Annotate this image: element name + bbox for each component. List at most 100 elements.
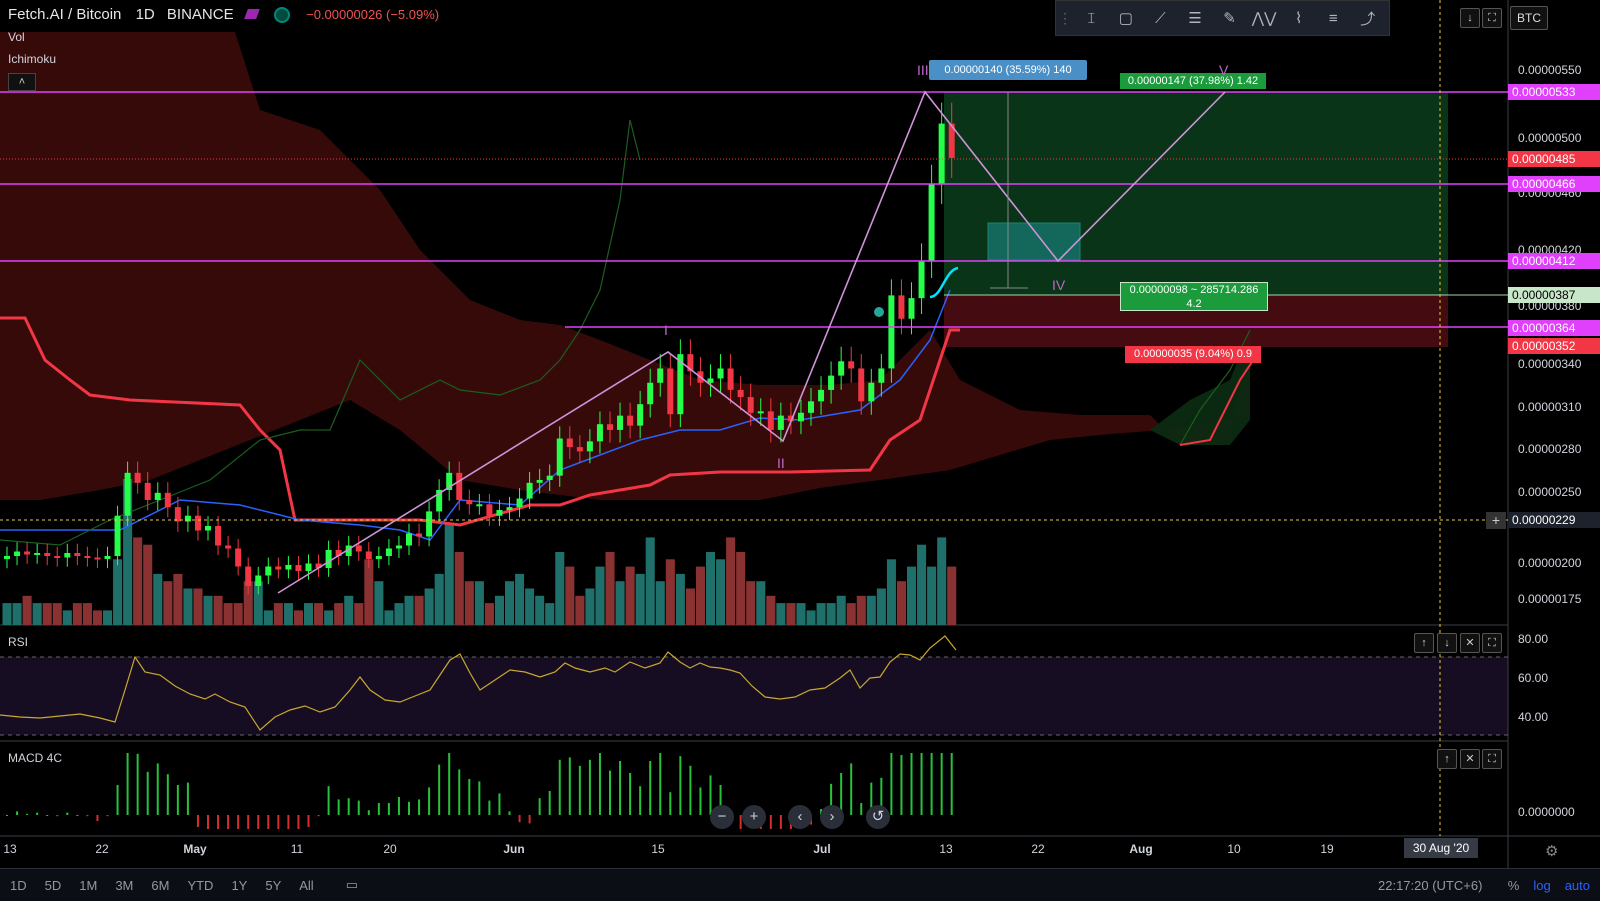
- candle[interactable]: [838, 361, 845, 376]
- trend-line-icon[interactable]: ⟋: [1155, 9, 1166, 27]
- percent-toggle[interactable]: %: [1507, 877, 1520, 893]
- range-5d[interactable]: 5D: [44, 877, 62, 893]
- candle[interactable]: [486, 504, 493, 516]
- close-icon[interactable]: ✕: [1460, 749, 1480, 769]
- candle[interactable]: [4, 556, 10, 560]
- candle[interactable]: [456, 472, 463, 500]
- candle[interactable]: [767, 411, 774, 430]
- candle[interactable]: [757, 411, 764, 414]
- candle[interactable]: [164, 492, 171, 508]
- candle[interactable]: [184, 515, 191, 522]
- candle[interactable]: [506, 507, 513, 510]
- candle[interactable]: [395, 545, 402, 549]
- candle[interactable]: [707, 378, 714, 383]
- candle[interactable]: [24, 551, 31, 555]
- price-label-level[interactable]: 0.00000412: [1508, 253, 1600, 269]
- candle[interactable]: [275, 566, 282, 570]
- candle[interactable]: [717, 368, 724, 379]
- candle[interactable]: [928, 184, 935, 261]
- candle[interactable]: [285, 565, 292, 570]
- drawing-toolbar[interactable]: ⋮ 𝙸 ▢ ⟋ ☰ ✎ ⋀⋁ ⌇ ≡ ⤴: [1055, 0, 1390, 36]
- candle[interactable]: [596, 424, 603, 442]
- candle[interactable]: [345, 545, 352, 557]
- candle[interactable]: [808, 401, 814, 413]
- candle[interactable]: [325, 550, 332, 568]
- flag-icon[interactable]: [243, 9, 260, 19]
- candle[interactable]: [868, 382, 875, 402]
- candle[interactable]: [878, 368, 885, 383]
- candle[interactable]: [657, 368, 664, 383]
- alarm-icon[interactable]: [874, 307, 884, 317]
- candle[interactable]: [245, 566, 252, 587]
- range-5y[interactable]: 5Y: [265, 877, 282, 893]
- scroll-left-button[interactable]: ‹: [788, 805, 812, 829]
- candle[interactable]: [14, 551, 21, 557]
- candle[interactable]: [476, 504, 483, 507]
- interval[interactable]: 1D: [135, 6, 155, 23]
- candle[interactable]: [687, 354, 694, 372]
- candle[interactable]: [74, 553, 81, 556]
- range-ytd[interactable]: YTD: [187, 877, 214, 893]
- range-3m[interactable]: 3M: [115, 877, 134, 893]
- candle[interactable]: [667, 368, 674, 415]
- rectangle-icon[interactable]: ▢: [1118, 10, 1133, 27]
- candle[interactable]: [617, 415, 624, 430]
- candle[interactable]: [436, 489, 443, 512]
- rsi-label[interactable]: RSI: [8, 635, 29, 649]
- candle[interactable]: [44, 553, 51, 556]
- candle[interactable]: [496, 509, 503, 516]
- candle[interactable]: [647, 382, 654, 405]
- candle[interactable]: [265, 566, 272, 576]
- candle[interactable]: [215, 526, 222, 546]
- scroll-right-button[interactable]: ›: [820, 805, 844, 829]
- download-icon[interactable]: ↓: [1460, 8, 1480, 28]
- candle[interactable]: [255, 575, 262, 587]
- date-range-icon[interactable]: ▭: [345, 877, 358, 892]
- candle[interactable]: [205, 526, 211, 531]
- vol-label[interactable]: Vol: [8, 30, 25, 44]
- range-6m[interactable]: 6M: [151, 877, 170, 893]
- macd-label[interactable]: MACD 4C: [8, 751, 63, 765]
- zoom-in-button[interactable]: +: [742, 805, 766, 829]
- range-all[interactable]: All: [299, 877, 314, 893]
- close-icon[interactable]: ✕: [1460, 633, 1480, 653]
- candle[interactable]: [787, 415, 794, 422]
- candle[interactable]: [526, 482, 533, 499]
- elliott-wave-icon[interactable]: ⌇: [1294, 10, 1303, 27]
- candle[interactable]: [34, 553, 41, 555]
- fib-icon[interactable]: ☰: [1188, 10, 1202, 27]
- target-label[interactable]: 0.00000147 (37.98%) 1.42: [1120, 73, 1266, 89]
- candle[interactable]: [818, 389, 825, 402]
- candle[interactable]: [466, 499, 473, 505]
- candle[interactable]: [335, 550, 342, 556]
- candle[interactable]: [154, 492, 161, 500]
- price-label-level[interactable]: 0.00000364: [1508, 320, 1600, 336]
- candle[interactable]: [124, 472, 131, 516]
- move-up-icon[interactable]: ↑: [1437, 749, 1457, 769]
- candle[interactable]: [747, 397, 754, 413]
- price-label-crosshair[interactable]: 0.00000229: [1508, 512, 1600, 528]
- candle[interactable]: [235, 548, 242, 567]
- xabcd-pattern-icon[interactable]: ⋀⋁: [1251, 10, 1277, 27]
- candle[interactable]: [677, 354, 684, 415]
- candle[interactable]: [64, 553, 71, 558]
- horizontal-lines-icon[interactable]: ≡: [1328, 9, 1338, 27]
- stop-label[interactable]: 0.00000035 (9.04%) 0.9: [1125, 346, 1261, 363]
- wave-label-3[interactable]: III: [917, 62, 929, 78]
- candle[interactable]: [546, 475, 553, 480]
- clock-time[interactable]: 22:17:20 (UTC+6): [1378, 877, 1483, 893]
- candle[interactable]: [848, 361, 855, 369]
- candle[interactable]: [777, 415, 784, 430]
- price-label-last[interactable]: 0.00000485: [1508, 151, 1600, 167]
- candle[interactable]: [888, 295, 895, 369]
- candle[interactable]: [416, 533, 423, 537]
- currency-badge[interactable]: BTC: [1510, 6, 1548, 30]
- candle[interactable]: [134, 472, 141, 483]
- text-cursor-icon[interactable]: 𝙸: [1085, 9, 1097, 27]
- candle[interactable]: [828, 375, 835, 390]
- range-1d[interactable]: 1D: [10, 877, 27, 893]
- candle[interactable]: [194, 515, 201, 531]
- collapse-indicators-button[interactable]: ˄: [8, 73, 36, 91]
- candle[interactable]: [536, 479, 543, 483]
- candle[interactable]: [385, 548, 392, 557]
